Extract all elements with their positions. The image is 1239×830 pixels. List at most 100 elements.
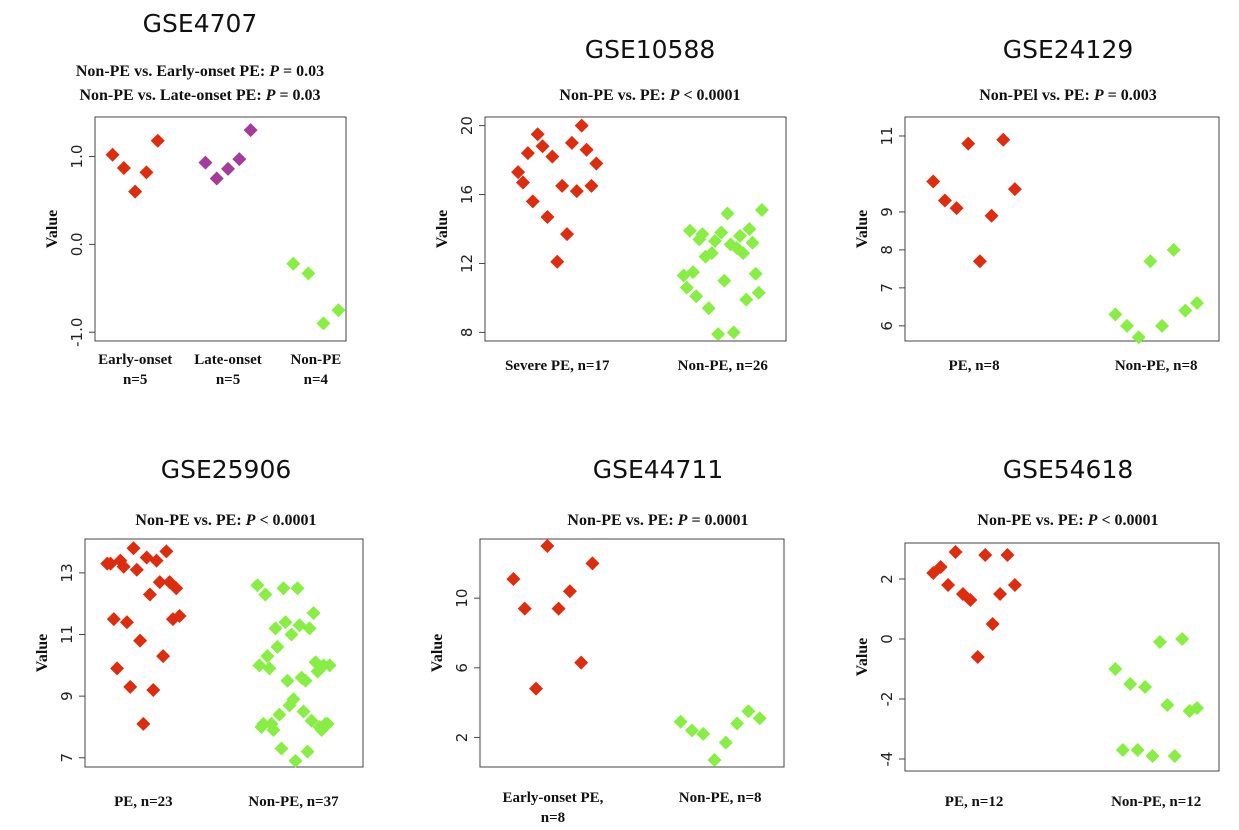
- data-point: [545, 149, 560, 164]
- data-point: [993, 587, 1008, 601]
- data-point: [682, 223, 697, 238]
- data-point: [511, 165, 526, 180]
- y-tick-label: 11: [878, 126, 896, 145]
- x-group-label: Non-PE, n=8: [679, 790, 762, 806]
- data-point: [1143, 254, 1158, 269]
- data-point: [569, 184, 584, 199]
- data-point: [1190, 296, 1205, 311]
- data-point: [169, 581, 184, 596]
- x-group-label: PE, n=8: [949, 358, 1000, 374]
- data-point: [128, 184, 143, 199]
- data-point: [730, 716, 745, 731]
- y-tick-label: 0.0: [68, 232, 86, 256]
- data-point: [1000, 548, 1015, 562]
- panel-3: GSE24129 Non-PEl vs. PE: P = 0.003 Value 6 7…: [854, 35, 1220, 374]
- data-point: [984, 208, 999, 223]
- data-point: [106, 612, 121, 627]
- y-axis-label: Value: [429, 634, 446, 673]
- y-tick-label: 6: [453, 663, 471, 673]
- data-point: [742, 222, 757, 236]
- data-point: [209, 171, 224, 186]
- data-point: [316, 316, 331, 331]
- data-point: [256, 716, 271, 731]
- y-tick-label: -2: [878, 692, 896, 707]
- data-point: [1166, 242, 1181, 257]
- data-point: [1120, 318, 1135, 333]
- x-group-label: n=8: [541, 810, 565, 826]
- data-point: [726, 325, 741, 340]
- data-point: [306, 605, 321, 620]
- data-point: [961, 136, 976, 151]
- data-point: [574, 118, 589, 133]
- data-point: [711, 327, 726, 342]
- data-point: [1007, 182, 1022, 197]
- data-point: [1123, 677, 1138, 691]
- panel-title: GSE24129: [1003, 35, 1134, 64]
- data-point: [718, 735, 733, 750]
- data-point: [698, 249, 713, 264]
- data-point: [322, 658, 337, 673]
- plot-frame: [904, 542, 1220, 772]
- data-point: [751, 285, 766, 300]
- data-point: [1190, 701, 1205, 715]
- data-point: [1115, 743, 1130, 757]
- data-point: [123, 679, 138, 694]
- panel-title: GSE10588: [585, 35, 716, 64]
- data-point: [720, 206, 735, 221]
- data-point: [1108, 662, 1123, 676]
- data-point: [243, 123, 258, 138]
- y-tick-label: 13: [58, 563, 76, 582]
- data-point: [978, 548, 993, 562]
- data-point: [949, 201, 964, 216]
- data-point: [301, 266, 316, 281]
- data-point: [280, 673, 295, 688]
- data-point: [1175, 632, 1190, 646]
- data-point: [970, 650, 985, 664]
- x-group-label: Non-PE, n=12: [1111, 794, 1201, 810]
- x-group-label: n=4: [304, 372, 329, 388]
- data-point: [996, 132, 1011, 147]
- data-point: [701, 301, 716, 316]
- data-point: [941, 578, 956, 592]
- data-point: [560, 227, 575, 242]
- data-point: [926, 174, 941, 189]
- data-point: [150, 133, 165, 148]
- y-axis-label: Value: [434, 210, 451, 249]
- data-point: [574, 655, 589, 670]
- data-point: [535, 139, 550, 154]
- y-tick-label: -4: [878, 752, 896, 767]
- data-point: [129, 562, 144, 577]
- data-point: [589, 156, 604, 171]
- data-point: [250, 578, 265, 593]
- y-tick-label: 11: [58, 625, 76, 644]
- data-point: [714, 225, 729, 240]
- data-point: [707, 234, 722, 249]
- y-tick-label: 0: [878, 634, 896, 644]
- data-point: [752, 711, 767, 726]
- data-point: [110, 661, 125, 676]
- data-point: [142, 587, 157, 602]
- data-point: [268, 621, 283, 636]
- data-point: [260, 649, 275, 664]
- data-point: [564, 135, 579, 150]
- y-tick-label: 12: [458, 254, 476, 273]
- data-point: [1138, 680, 1153, 694]
- data-point: [717, 273, 732, 288]
- data-point: [540, 209, 555, 224]
- data-point: [985, 617, 1000, 631]
- data-point: [172, 609, 187, 624]
- data-point: [741, 704, 756, 719]
- data-point: [1152, 635, 1167, 649]
- x-group-label: Non-PE, n=26: [678, 358, 769, 374]
- data-point: [152, 575, 167, 590]
- data-point: [948, 545, 963, 559]
- data-point: [516, 175, 531, 190]
- x-group-label: Early-onset PE,: [503, 790, 604, 806]
- data-point: [296, 704, 311, 719]
- y-tick-label: 10: [453, 589, 471, 608]
- x-group-label: Late-onset: [194, 352, 262, 368]
- data-point: [520, 146, 535, 161]
- data-point: [262, 661, 277, 676]
- data-point: [286, 692, 301, 707]
- data-point: [139, 165, 154, 180]
